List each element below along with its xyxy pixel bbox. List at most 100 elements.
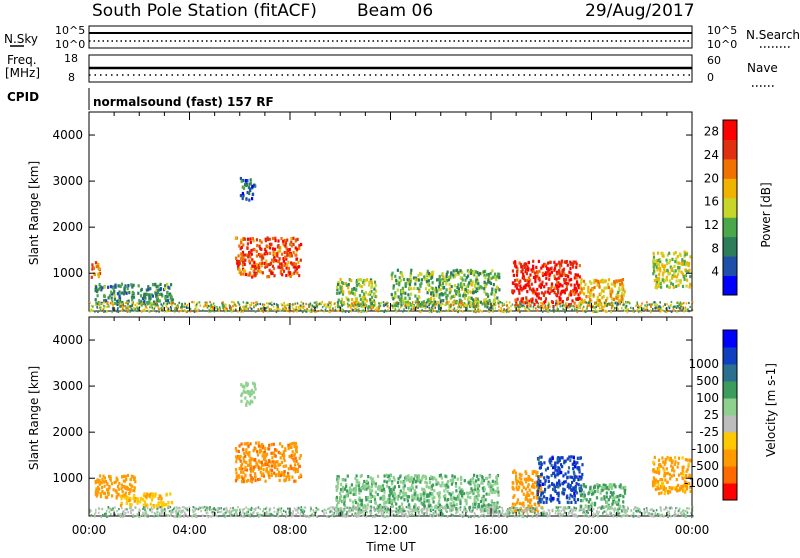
power-cell: [540, 302, 542, 304]
power-cell: [681, 307, 683, 309]
power-cell: [411, 308, 413, 310]
velocity-cell: [444, 475, 446, 478]
velocity-cell: [573, 488, 575, 491]
power-cell: [426, 280, 428, 283]
velocity-cell: [151, 496, 153, 499]
power-cell: [470, 272, 472, 275]
power-cell: [95, 304, 97, 306]
power-cell: [542, 272, 544, 275]
power-cell: [517, 305, 519, 307]
power-cell: [551, 271, 553, 274]
power-cell: [178, 310, 180, 312]
velocity-cell: [653, 482, 655, 485]
velocity-cell: [515, 486, 517, 489]
velocity-cell: [439, 496, 441, 499]
power-cell: [673, 309, 675, 311]
power-cell: [498, 306, 500, 308]
power-cell: [538, 296, 540, 299]
velocity-cell: [410, 476, 412, 479]
velocity-cell: [254, 384, 256, 387]
velocity-cell: [369, 489, 371, 492]
power-cell: [124, 287, 126, 290]
power-cell: [605, 311, 607, 313]
velocity-cell: [444, 497, 446, 500]
power-cell: [654, 304, 656, 306]
velocity-cell: [418, 474, 420, 477]
velocity-cell: [568, 501, 570, 504]
velocity-cell: [449, 492, 451, 495]
velocity-cell: [107, 493, 109, 496]
power-cell: [151, 302, 153, 304]
velocity-cell: [460, 478, 462, 481]
power-cell: [132, 302, 134, 304]
velocity-cell: [525, 496, 527, 499]
velocity-cell: [160, 497, 162, 500]
velocity-cell: [579, 478, 581, 481]
power-cell: [558, 276, 560, 279]
velocity-cell: [584, 494, 586, 497]
power-cell: [589, 298, 591, 301]
power-cell: [356, 284, 358, 287]
power-cell: [535, 266, 537, 269]
power-cell: [514, 279, 516, 282]
power-cell: [618, 287, 620, 290]
power-cell: [381, 310, 383, 312]
power-cell: [538, 302, 540, 304]
velocity-cell: [271, 443, 273, 446]
power-cell: [415, 278, 417, 281]
velocity-cell: [342, 478, 344, 481]
power-cell: [677, 284, 679, 287]
velocity-cell: [565, 460, 567, 463]
power-cell: [184, 309, 186, 311]
velocity-cell: [400, 496, 402, 499]
velocity-cell: [674, 463, 676, 466]
velocity-cell: [390, 488, 392, 491]
power-cell: [650, 306, 652, 308]
velocity-cell: [492, 503, 494, 506]
power-cell: [120, 303, 122, 305]
velocity-cell: [345, 485, 347, 488]
velocity-cell: [545, 468, 547, 471]
power-cell: [658, 273, 660, 276]
power-cell: [208, 309, 210, 311]
power-cell: [442, 299, 444, 302]
power-cell: [316, 310, 318, 312]
velocity-cell: [251, 389, 253, 392]
power-cell: [587, 288, 589, 291]
velocity-cell: [235, 460, 237, 463]
power-cell: [606, 310, 608, 312]
power-cell: [248, 252, 250, 255]
power-cell: [671, 258, 673, 261]
power-cell: [520, 263, 522, 266]
power-cell: [240, 273, 242, 276]
power-cell: [538, 277, 540, 280]
velocity-cell: [239, 444, 241, 447]
velocity-cell: [543, 476, 545, 479]
velocity-cell: [468, 481, 470, 484]
power-cell: [247, 242, 249, 245]
power-cell: [459, 309, 461, 311]
power-cell: [293, 303, 295, 305]
power-cell: [567, 264, 569, 267]
power-cell: [543, 294, 545, 297]
velocity-cell: [522, 501, 524, 504]
velocity-cell: [109, 485, 111, 488]
power-cell: [545, 297, 547, 300]
power-cell: [453, 304, 455, 306]
power-cell: [410, 304, 412, 306]
velocity-cell: [235, 479, 237, 482]
power-cell: [245, 306, 247, 308]
velocity-cell: [581, 476, 583, 479]
power-cell: [271, 304, 273, 306]
power-cell: [297, 261, 299, 264]
power-cell: [432, 281, 434, 284]
power-cell: [298, 265, 300, 268]
power-cell: [240, 194, 242, 197]
power-cell: [239, 269, 241, 272]
velocity-cell: [384, 474, 386, 477]
power-cell: [407, 278, 409, 281]
power-cell: [200, 305, 202, 307]
power-cell: [401, 275, 403, 278]
power-cell: [321, 309, 323, 311]
